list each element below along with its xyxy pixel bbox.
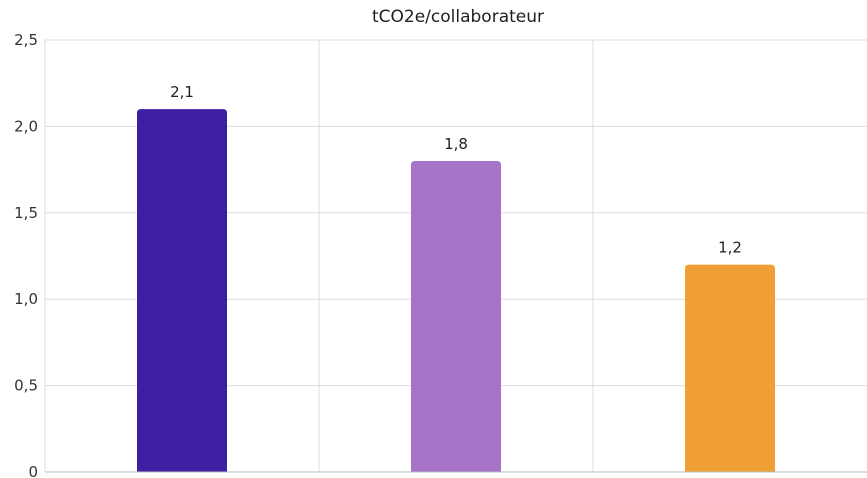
y-tick-label: 0 [28, 463, 38, 478]
bar-value-label: 1,8 [444, 135, 468, 153]
bar-value-label: 1,2 [718, 239, 742, 257]
y-tick-label: 2,0 [14, 117, 38, 135]
y-tick-label: 2,5 [14, 31, 38, 49]
chart-title: tCO2e/collaborateur [372, 7, 544, 27]
bar [411, 160, 501, 472]
y-tick-label: 0,5 [14, 377, 38, 395]
y-axis-ticks: 0 0,5 1,0 1,5 2,0 2,5 [14, 31, 38, 478]
bars [137, 109, 775, 473]
y-tick-label: 1,5 [14, 204, 38, 222]
bar [137, 109, 227, 473]
y-tick-label: 1,0 [14, 290, 38, 308]
bar-value-labels: 2,1 1,8 1,2 [170, 83, 742, 257]
bar-value-label: 2,1 [170, 83, 194, 101]
bar [685, 264, 775, 472]
